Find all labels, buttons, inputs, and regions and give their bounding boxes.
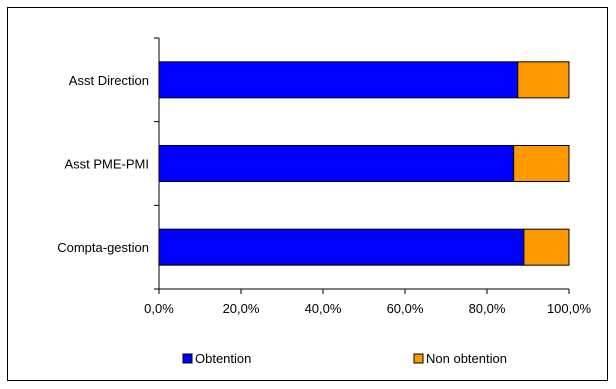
x-tick-labels: 0,0% 20,0% 40,0% 60,0% 80,0% 100,0% <box>144 301 591 316</box>
legend-label: Non obtention <box>426 351 507 366</box>
category-label: Asst PME-PMI <box>64 157 149 172</box>
legend-swatch <box>413 353 424 364</box>
bar-segment <box>158 228 525 266</box>
category-labels: Asst Direction Asst PME-PMI Compta-gestion <box>57 73 149 255</box>
bar-segment <box>158 145 515 182</box>
x-tick-label: 80,0% <box>469 301 506 316</box>
x-tick-label: 100,0% <box>547 301 592 316</box>
category-label: Compta-gestion <box>57 240 149 255</box>
x-tick-label: 60,0% <box>387 301 424 316</box>
legend-swatch <box>182 353 193 364</box>
bar-segment <box>517 61 570 99</box>
bar-segment <box>523 228 570 266</box>
x-tick-label: 20,0% <box>223 301 260 316</box>
x-tick-label: 0,0% <box>144 301 174 316</box>
bar-segment <box>158 61 519 99</box>
legend: Obtention Non obtention <box>182 351 507 366</box>
legend-label: Obtention <box>195 351 251 366</box>
x-tick-label: 40,0% <box>305 301 342 316</box>
category-label: Asst Direction <box>69 73 149 88</box>
bars <box>158 61 570 266</box>
bar-segment <box>513 145 570 182</box>
